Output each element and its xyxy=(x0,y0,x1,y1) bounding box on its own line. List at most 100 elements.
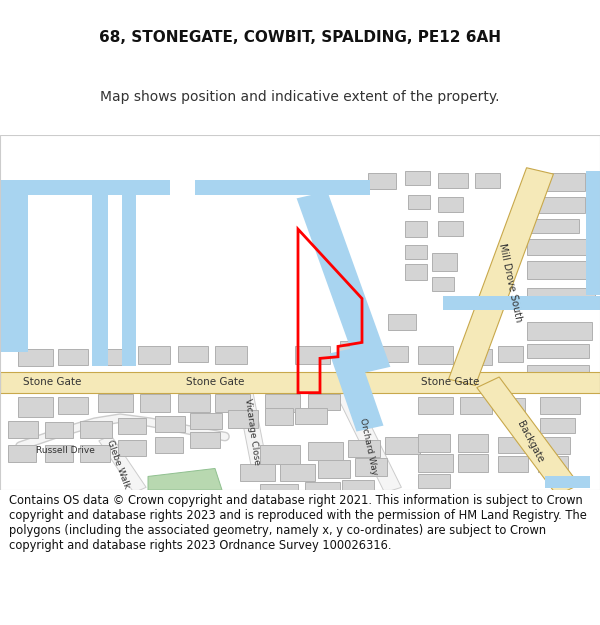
Text: Russell Drive: Russell Drive xyxy=(35,446,94,454)
Bar xyxy=(45,444,73,462)
Bar xyxy=(458,434,488,452)
Bar xyxy=(0,181,28,352)
Bar xyxy=(92,195,108,366)
Bar xyxy=(418,346,453,364)
Bar xyxy=(348,440,380,458)
Bar xyxy=(475,173,500,188)
Bar xyxy=(405,245,427,259)
Bar xyxy=(138,346,170,364)
Bar xyxy=(405,171,430,185)
Bar xyxy=(378,346,408,362)
Text: Stone Gate: Stone Gate xyxy=(421,378,479,388)
Text: Vicarage Close: Vicarage Close xyxy=(243,398,261,466)
Bar xyxy=(178,346,208,362)
Bar xyxy=(432,253,457,271)
Bar xyxy=(432,277,454,291)
Bar xyxy=(295,346,330,364)
Bar xyxy=(318,461,350,478)
Bar xyxy=(260,484,298,502)
Bar xyxy=(527,219,579,233)
Polygon shape xyxy=(477,377,579,495)
Bar xyxy=(438,173,468,188)
Bar xyxy=(408,195,430,209)
Bar xyxy=(540,418,575,432)
Bar xyxy=(58,349,88,365)
Bar xyxy=(18,397,53,417)
Bar xyxy=(545,476,590,488)
Bar xyxy=(18,349,53,366)
Bar xyxy=(527,344,589,358)
Bar xyxy=(538,456,568,472)
Text: Map shows position and indicative extent of the property.: Map shows position and indicative extent… xyxy=(100,90,500,104)
Bar xyxy=(368,173,396,189)
Bar xyxy=(443,296,600,310)
Bar xyxy=(527,288,595,306)
Bar xyxy=(527,261,592,279)
Bar xyxy=(338,346,370,362)
Bar xyxy=(586,171,600,294)
Bar xyxy=(462,349,492,365)
Bar xyxy=(190,432,220,447)
Bar xyxy=(190,412,222,429)
Bar xyxy=(228,410,258,428)
Polygon shape xyxy=(148,469,222,490)
Bar xyxy=(265,408,293,426)
Bar xyxy=(58,397,88,414)
Text: Stone Gate: Stone Gate xyxy=(23,378,81,388)
Bar xyxy=(118,418,146,434)
Text: Backgate: Backgate xyxy=(515,419,545,464)
Bar xyxy=(498,436,530,452)
Bar xyxy=(418,474,450,488)
Text: Mill Drove South: Mill Drove South xyxy=(497,242,523,323)
Bar xyxy=(122,195,136,366)
Bar xyxy=(195,181,370,195)
Polygon shape xyxy=(99,436,146,492)
Bar xyxy=(418,454,453,472)
Bar xyxy=(98,394,133,412)
Bar xyxy=(438,221,463,236)
Bar xyxy=(8,444,36,462)
Bar xyxy=(155,416,185,432)
Bar xyxy=(155,436,183,452)
Bar xyxy=(527,365,589,379)
Polygon shape xyxy=(337,390,401,492)
Bar xyxy=(538,436,570,454)
Bar xyxy=(405,221,427,237)
Bar xyxy=(118,440,146,456)
Bar xyxy=(460,397,492,414)
Bar xyxy=(355,458,387,476)
Bar xyxy=(8,421,38,438)
Bar xyxy=(140,394,170,412)
Text: Contains OS data © Crown copyright and database right 2021. This information is : Contains OS data © Crown copyright and d… xyxy=(9,494,587,552)
Bar xyxy=(458,454,488,472)
Bar xyxy=(45,422,73,438)
Bar xyxy=(215,346,247,364)
Bar xyxy=(280,464,315,481)
Bar xyxy=(95,349,130,365)
Text: Stone Gate: Stone Gate xyxy=(186,378,244,388)
Bar xyxy=(540,397,580,414)
Bar xyxy=(240,464,275,481)
Polygon shape xyxy=(237,392,268,471)
Bar xyxy=(80,421,112,438)
Bar xyxy=(305,482,340,499)
Bar xyxy=(438,198,463,212)
Bar xyxy=(530,198,585,213)
Bar xyxy=(405,264,427,280)
Bar xyxy=(0,181,170,195)
Bar xyxy=(418,397,453,414)
Bar xyxy=(342,479,374,496)
Bar xyxy=(498,346,523,362)
Bar xyxy=(215,394,250,412)
Bar xyxy=(498,456,528,472)
Text: 68, STONEGATE, COWBIT, SPALDING, PE12 6AH: 68, STONEGATE, COWBIT, SPALDING, PE12 6A… xyxy=(99,30,501,45)
Bar xyxy=(80,444,110,462)
Bar xyxy=(308,394,340,410)
Bar xyxy=(260,444,300,464)
Text: Glebe Walk: Glebe Walk xyxy=(105,438,131,489)
Bar xyxy=(530,173,585,191)
Polygon shape xyxy=(296,191,391,374)
Bar xyxy=(388,314,416,331)
Bar xyxy=(385,436,420,454)
Polygon shape xyxy=(0,372,600,392)
